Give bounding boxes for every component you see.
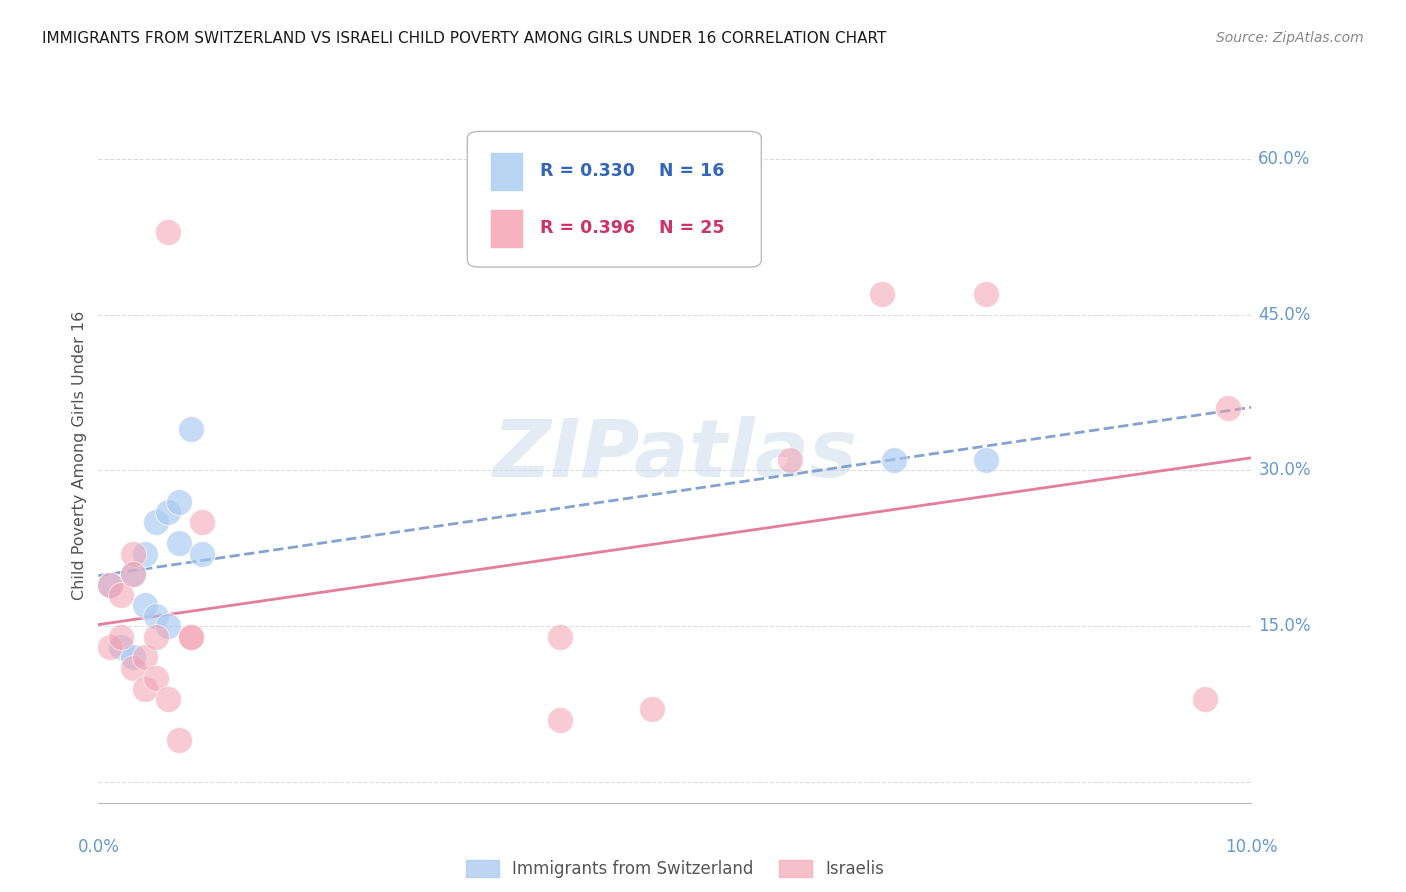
Text: 45.0%: 45.0% bbox=[1258, 306, 1310, 324]
Point bbox=[134, 650, 156, 665]
Point bbox=[191, 516, 214, 530]
Text: IMMIGRANTS FROM SWITZERLAND VS ISRAELI CHILD POVERTY AMONG GIRLS UNDER 16 CORREL: IMMIGRANTS FROM SWITZERLAND VS ISRAELI C… bbox=[42, 31, 887, 46]
Point bbox=[110, 640, 132, 654]
Point bbox=[145, 630, 167, 644]
Text: 10.0%: 10.0% bbox=[1225, 838, 1278, 855]
Point bbox=[98, 640, 121, 654]
FancyBboxPatch shape bbox=[491, 210, 523, 248]
Point bbox=[98, 578, 121, 592]
Point bbox=[167, 494, 190, 508]
Point bbox=[134, 681, 156, 696]
Legend: Immigrants from Switzerland, Israelis: Immigrants from Switzerland, Israelis bbox=[458, 854, 891, 885]
Point bbox=[156, 692, 179, 706]
Point bbox=[883, 453, 905, 467]
FancyBboxPatch shape bbox=[491, 153, 523, 191]
Point bbox=[122, 567, 145, 582]
Point bbox=[167, 536, 190, 550]
Point bbox=[1218, 401, 1240, 416]
Point bbox=[1194, 692, 1216, 706]
Point bbox=[548, 713, 571, 727]
Point bbox=[872, 287, 894, 301]
Point bbox=[180, 422, 202, 436]
Point bbox=[156, 225, 179, 239]
Text: 60.0%: 60.0% bbox=[1258, 150, 1310, 168]
Point bbox=[779, 453, 801, 467]
Point bbox=[191, 547, 214, 561]
Point bbox=[134, 547, 156, 561]
Point bbox=[122, 567, 145, 582]
Point bbox=[548, 630, 571, 644]
Point bbox=[110, 588, 132, 602]
Point bbox=[122, 650, 145, 665]
Point bbox=[156, 619, 179, 633]
Point bbox=[974, 453, 997, 467]
Point bbox=[180, 630, 202, 644]
Point bbox=[145, 516, 167, 530]
Point bbox=[974, 287, 997, 301]
Point bbox=[98, 578, 121, 592]
Point bbox=[641, 702, 664, 716]
Point bbox=[167, 733, 190, 747]
Text: R = 0.396    N = 25: R = 0.396 N = 25 bbox=[540, 219, 724, 237]
Text: 30.0%: 30.0% bbox=[1258, 461, 1310, 480]
Y-axis label: Child Poverty Among Girls Under 16: Child Poverty Among Girls Under 16 bbox=[72, 310, 87, 599]
Point bbox=[134, 599, 156, 613]
Text: R = 0.330    N = 16: R = 0.330 N = 16 bbox=[540, 162, 724, 180]
FancyBboxPatch shape bbox=[467, 131, 762, 267]
Point bbox=[122, 661, 145, 675]
Text: ZIPatlas: ZIPatlas bbox=[492, 416, 858, 494]
Point bbox=[156, 505, 179, 519]
Point bbox=[110, 630, 132, 644]
Point bbox=[145, 608, 167, 623]
Point bbox=[180, 630, 202, 644]
Text: 15.0%: 15.0% bbox=[1258, 617, 1310, 635]
Point bbox=[122, 547, 145, 561]
Text: Source: ZipAtlas.com: Source: ZipAtlas.com bbox=[1216, 31, 1364, 45]
Point bbox=[145, 671, 167, 685]
Text: 0.0%: 0.0% bbox=[77, 838, 120, 855]
